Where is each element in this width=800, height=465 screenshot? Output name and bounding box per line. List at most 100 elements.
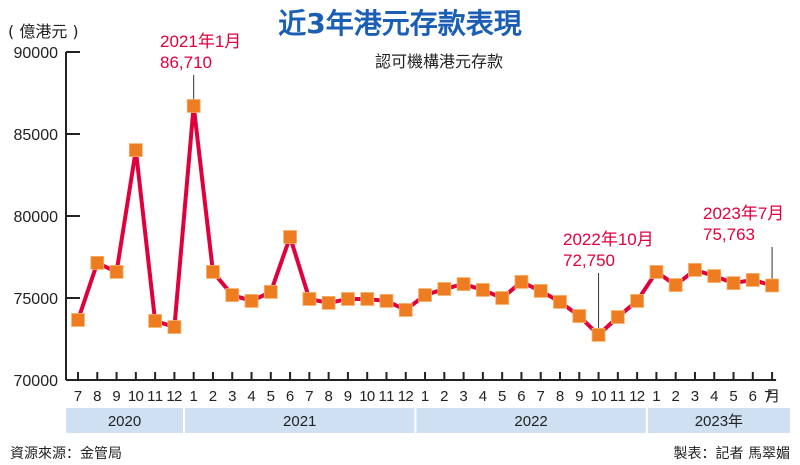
x-tick-label: 8: [324, 388, 332, 405]
x-tick-label: 6: [749, 388, 757, 405]
year-label: 2022: [514, 413, 547, 430]
y-tick-label: 90000: [14, 45, 59, 62]
data-point-marker: [206, 265, 220, 279]
data-point-marker: [456, 277, 471, 291]
year-label: 2021: [283, 413, 316, 430]
x-tick-label: 1: [190, 388, 198, 405]
x-tick-label: 7: [537, 388, 545, 405]
data-point-marker: [148, 314, 163, 328]
data-point-marker: [707, 269, 722, 283]
annotation-value: 86,710: [160, 53, 212, 72]
data-point-marker: [167, 320, 182, 334]
data-point-marker: [475, 283, 490, 297]
x-tick-label: 9: [112, 388, 120, 405]
data-point-marker: [302, 292, 317, 306]
data-point-marker: [591, 327, 606, 342]
data-point-marker: [437, 282, 452, 296]
source-note: 資源來源：金管局: [10, 446, 122, 462]
year-band: [185, 408, 415, 433]
data-point-marker: [495, 291, 510, 305]
x-tick-label: 12: [398, 388, 414, 405]
x-tick-label: 6: [517, 388, 525, 405]
x-tick-label: 1: [652, 388, 660, 405]
x-tick-label: 5: [267, 388, 275, 405]
data-point-marker: [71, 313, 85, 327]
x-tick-label: 7: [74, 388, 82, 405]
year-label: 2020: [108, 413, 141, 430]
data-point-marker: [186, 99, 201, 113]
annotation-label: 2022年10月 72,750: [563, 229, 654, 271]
x-tick-label: 2: [440, 388, 448, 405]
x-tick-label: 9: [344, 388, 352, 405]
y-axis-unit: ( 億港元 ): [8, 22, 79, 41]
x-tick-label: 6: [286, 388, 294, 405]
data-point-marker: [360, 292, 375, 306]
annotation-date: 2022年10月: [563, 230, 654, 249]
annotation-date: 2023年7月: [703, 204, 785, 223]
data-point-marker: [688, 263, 702, 277]
x-tick-label: 4: [479, 388, 487, 405]
annotation-value: 72,750: [563, 251, 615, 270]
data-point-marker: [128, 143, 143, 157]
x-tick-label: 10: [591, 388, 607, 405]
y-tick-label: 75000: [14, 291, 59, 308]
data-point-marker: [379, 294, 394, 308]
y-tick-label: 70000: [14, 373, 59, 390]
x-tick-label: 3: [691, 388, 699, 405]
data-point-marker: [745, 273, 760, 287]
data-point-marker: [283, 230, 297, 244]
data-point-marker: [726, 276, 741, 290]
x-tick-label: 4: [710, 388, 718, 405]
y-tick-label: 85000: [14, 127, 59, 144]
x-tick-label: 2: [209, 388, 217, 405]
data-point-marker: [649, 265, 664, 279]
annotation-label: 2023年7月 75,763: [703, 203, 784, 245]
data-point-marker: [90, 256, 105, 270]
x-tick-label: 5: [729, 388, 737, 405]
annotation-label: 2021年1月 86,710: [160, 31, 241, 73]
x-tick-label: 11: [147, 388, 163, 405]
x-tick-label: 4: [247, 388, 255, 405]
x-tick-label: 8: [556, 388, 564, 405]
data-point-marker: [341, 292, 355, 306]
year-label: 2023年: [695, 413, 743, 430]
x-tick-label: 12: [166, 388, 182, 405]
x-tick-label: 9: [575, 388, 583, 405]
data-point-marker: [244, 294, 259, 308]
x-tick-label: 7: [305, 388, 313, 405]
credit-note: 製表：記者 馬翠媚: [673, 446, 790, 462]
data-point-marker: [418, 288, 432, 302]
data-point-marker: [225, 288, 240, 302]
x-tick-label: 11: [610, 388, 626, 405]
annotation-date: 2021年1月: [160, 32, 242, 51]
data-point-marker: [321, 296, 336, 310]
x-tick-label: 7月: [764, 388, 780, 405]
data-point-marker: [630, 294, 645, 308]
data-point-marker: [765, 278, 779, 293]
data-point-marker: [668, 278, 683, 292]
x-tick-label: 3: [228, 388, 236, 405]
data-point-marker: [398, 303, 413, 317]
annotation-value: 75,763: [703, 225, 755, 244]
year-band: [416, 408, 646, 433]
x-tick-label: 8: [93, 388, 101, 405]
series-label: 認可機構港元存款: [375, 52, 504, 71]
x-tick-label: 12: [629, 388, 645, 405]
data-point-marker: [109, 265, 124, 279]
chart-title: 近3年港元存款表現: [278, 7, 522, 40]
data-point-marker: [263, 285, 278, 299]
data-point-marker: [514, 275, 529, 289]
x-tick-label: 1: [421, 388, 429, 405]
data-point-marker: [610, 310, 625, 324]
x-tick-label: 3: [459, 388, 467, 405]
x-tick-label: 5: [498, 388, 506, 405]
x-tick-label: 11: [378, 388, 394, 405]
year-band: [647, 408, 790, 433]
data-point-marker: [553, 295, 567, 309]
y-tick-label: 80000: [14, 209, 59, 226]
data-point-marker: [572, 309, 587, 323]
year-band: [66, 408, 184, 433]
data-point-marker: [533, 284, 548, 298]
